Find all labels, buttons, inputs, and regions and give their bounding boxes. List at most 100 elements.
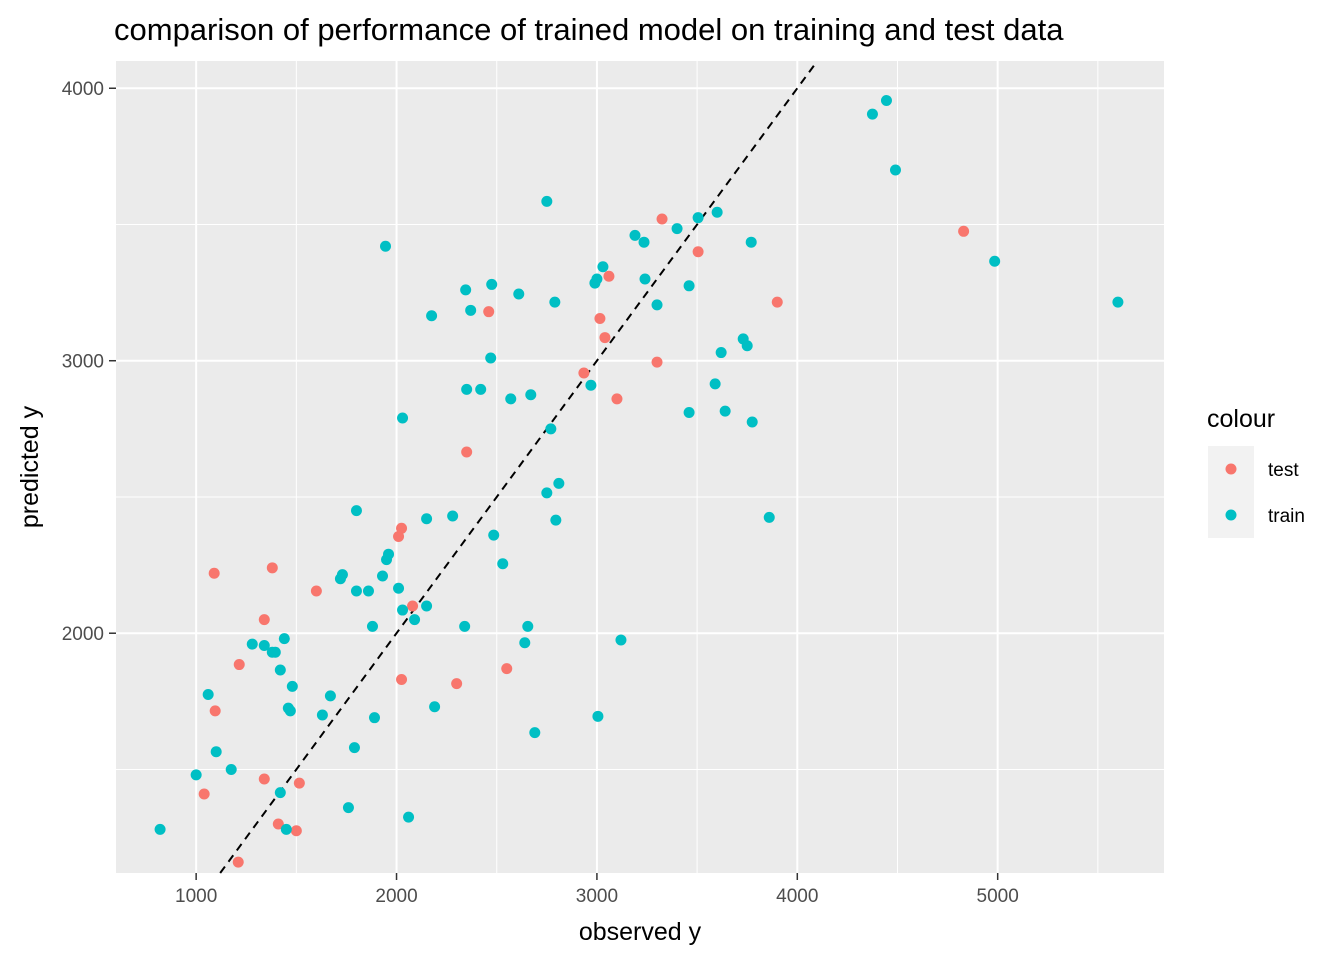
legend-dot-test — [1225, 463, 1237, 475]
point-train — [545, 423, 557, 435]
legend-label-test: test — [1268, 460, 1299, 481]
point-test — [233, 659, 245, 671]
point-train — [421, 513, 433, 525]
point-train — [715, 347, 727, 359]
point-train — [683, 407, 695, 419]
point-train — [692, 212, 704, 224]
point-train — [671, 223, 683, 235]
point-train — [639, 273, 651, 285]
point-train — [638, 236, 650, 248]
point-train — [591, 273, 603, 285]
point-train — [350, 585, 362, 597]
x-tick-label: 5000 — [977, 886, 1019, 907]
chart-title: comparison of performance of trained mod… — [114, 12, 1064, 47]
point-train — [274, 664, 286, 676]
x-axis: 1000 2000 3000 4000 5000 — [175, 873, 1019, 907]
point-train — [475, 383, 487, 395]
point-train — [447, 510, 459, 522]
point-train — [519, 637, 531, 649]
point-test — [396, 674, 408, 686]
point-test — [232, 856, 244, 868]
point-test — [599, 332, 611, 344]
y-tick-label: 3000 — [62, 352, 104, 373]
point-train — [280, 823, 292, 835]
point-train — [421, 600, 433, 612]
point-train — [284, 705, 296, 717]
point-train — [488, 529, 500, 541]
point-train — [597, 261, 609, 273]
point-train — [866, 108, 878, 120]
point-train — [154, 823, 166, 835]
point-train — [485, 352, 497, 364]
point-test — [272, 818, 284, 830]
point-train — [505, 393, 517, 405]
point-train — [380, 240, 392, 252]
plot-panel — [116, 60, 1164, 874]
point-test — [501, 663, 513, 675]
point-test — [578, 367, 590, 379]
point-train — [324, 690, 336, 702]
point-test — [310, 585, 322, 597]
legend-title: colour — [1207, 405, 1275, 433]
point-train — [745, 236, 757, 248]
point-test — [198, 788, 210, 800]
point-train — [709, 378, 721, 390]
point-train — [246, 638, 258, 650]
point-test — [293, 777, 305, 789]
point-train — [683, 280, 695, 292]
point-train — [989, 255, 1001, 267]
point-test — [266, 562, 278, 574]
point-test — [771, 296, 783, 308]
point-test — [594, 312, 606, 324]
point-test — [290, 825, 302, 837]
point-train — [746, 416, 758, 428]
point-train — [486, 278, 498, 290]
point-train — [429, 701, 441, 713]
point-train — [553, 477, 565, 489]
point-train — [880, 95, 892, 107]
x-tick-label: 2000 — [375, 886, 417, 907]
point-train — [286, 680, 298, 692]
point-train — [366, 620, 378, 632]
point-train — [342, 802, 354, 814]
point-test — [209, 705, 221, 717]
point-train — [336, 569, 348, 581]
point-train — [513, 288, 525, 300]
point-test — [461, 446, 473, 458]
point-train — [426, 310, 438, 322]
point-train — [274, 787, 286, 799]
x-tick-label: 4000 — [776, 886, 818, 907]
y-tick-label: 4000 — [62, 79, 104, 100]
point-train — [269, 646, 281, 658]
point-train — [190, 769, 202, 781]
y-axis: 2000 3000 4000 — [62, 79, 116, 645]
point-train — [550, 514, 562, 526]
point-train — [397, 412, 409, 424]
point-train — [529, 727, 541, 739]
point-train — [541, 487, 553, 499]
point-train — [522, 620, 534, 632]
minor-gridlines — [116, 61, 1164, 873]
point-test — [258, 614, 270, 626]
point-test — [451, 678, 463, 690]
point-train — [350, 505, 362, 517]
point-train — [278, 633, 290, 645]
point-train — [1112, 296, 1124, 308]
point-train — [592, 710, 604, 722]
legend-dot-train — [1225, 509, 1237, 521]
point-train — [615, 634, 627, 646]
point-test — [407, 600, 419, 612]
point-test — [396, 522, 408, 534]
point-train — [383, 548, 395, 560]
point-train — [719, 405, 731, 417]
point-test — [483, 306, 495, 318]
legend: colour test train — [1207, 405, 1305, 538]
y-axis-title: predicted y — [16, 405, 44, 528]
y-tick-label: 2000 — [62, 624, 104, 645]
point-train — [889, 164, 901, 176]
legend-label-train: train — [1268, 506, 1305, 527]
major-gridlines — [116, 61, 1164, 873]
point-test — [603, 270, 615, 282]
point-train — [763, 511, 775, 523]
